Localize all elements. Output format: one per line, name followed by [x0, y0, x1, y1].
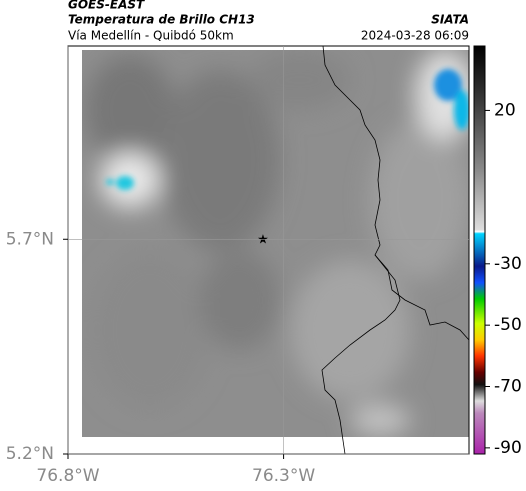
timestamp: 2024-03-28 06:09 — [361, 29, 469, 43]
x-tick-label: 76.3°W — [252, 466, 315, 486]
colorbar-label: -90 — [494, 438, 522, 458]
satellite-image — [82, 50, 469, 437]
borders — [321, 45, 470, 455]
location-marker: ★ — [257, 233, 269, 248]
subtitle: Vía Medellín - Quibdó 50km — [68, 29, 234, 43]
x-tick-label: 76.8°W — [36, 466, 99, 486]
colorbar — [473, 45, 486, 455]
y-tick-label: 5.2°N — [6, 444, 54, 464]
colorbar-label: -70 — [494, 377, 522, 397]
colorbar-label: -30 — [494, 254, 522, 274]
y-tick-label: 5.7°N — [6, 229, 54, 249]
source: GOES-EAST — [68, 0, 145, 12]
title: Temperatura de Brillo CH13 — [68, 13, 255, 27]
colorbar-label: -50 — [494, 315, 522, 335]
colorbar-label: 20 — [494, 100, 516, 120]
brand: SIATA — [431, 13, 469, 27]
